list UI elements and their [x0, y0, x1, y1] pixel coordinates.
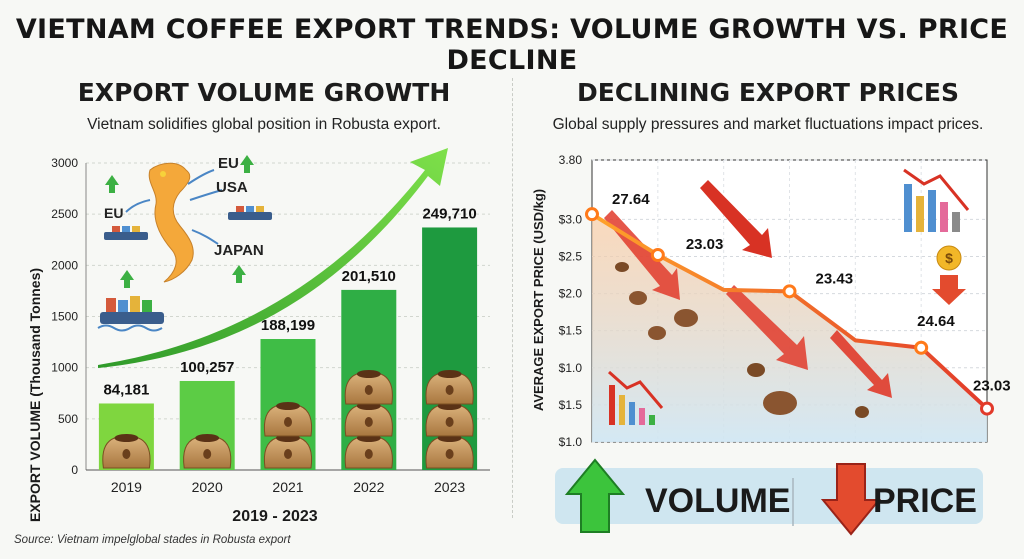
price-line-chart: AVERAGE EXPORT PRICE (USD/kg) 3.80 $3.0 $2…: [531, 153, 1011, 449]
price-y-ticks: 3.80 $3.0 $2.5 $2.0 $1.5 $1.0 $1.5 $1.0: [559, 153, 583, 449]
volume-x-tick: 2020: [192, 479, 223, 495]
volume-panel-title: EXPORT VOLUME GROWTH: [77, 78, 451, 107]
price-point-label: 23.43: [816, 270, 854, 287]
volume-y-tick: 2500: [51, 207, 78, 221]
vietnam-map-illustration: EU USA EU JAPAN: [97, 155, 272, 332]
legend-box: [555, 468, 983, 524]
volume-y-tick: 2000: [51, 258, 78, 272]
volume-x-tick: 2023: [434, 479, 465, 495]
volume-y-tick: 1500: [51, 310, 78, 324]
legend: VOLUME PRICE: [564, 458, 977, 536]
coffee-sack: [183, 434, 232, 469]
volume-y-tick: 1000: [51, 361, 78, 375]
volume-y-tick: 0: [71, 463, 78, 477]
chart-icon-bottom-left: [608, 370, 664, 425]
price-point-label: 24.64: [917, 313, 955, 330]
volume-value-label: 84,181: [103, 381, 149, 398]
price-down-arrow-icon: [820, 463, 882, 536]
price-y-axis-label: AVERAGE EXPORT PRICE (USD/kg): [531, 189, 546, 411]
map-label-usa: USA: [216, 179, 248, 196]
price-y-tick: $1.5: [559, 324, 583, 338]
price-y-tick: $2.5: [559, 249, 583, 263]
price-point-labels: 27.64 23.03 23.43 24.64 23.03: [612, 191, 1011, 394]
coffee-sack: [263, 402, 313, 437]
map-label-japan: JAPAN: [214, 242, 264, 259]
volume-value-labels: 84,181 100,257 188,199 201,510 249,710: [103, 205, 476, 398]
price-y-tick: $1.0: [559, 435, 583, 449]
legend-price-label: PRICE: [873, 482, 977, 520]
price-point: [914, 340, 929, 355]
chart-icon-top-right: [903, 168, 970, 232]
volume-up-arrow-icon: [564, 458, 626, 533]
volume-y-tick: 3000: [51, 156, 78, 170]
volume-value-label: 188,199: [261, 317, 315, 334]
volume-value-label: 100,257: [180, 359, 234, 376]
volume-value-label: 201,510: [342, 268, 396, 285]
volume-y-ticks: 0 500 1000 1500 2000 2500 3000: [51, 156, 78, 477]
coffee-sack: [102, 434, 151, 469]
coffee-sack: [344, 370, 393, 405]
coffee-beans: [615, 262, 869, 418]
coffee-sack: [425, 370, 474, 405]
volume-x-tick: 2019: [111, 479, 142, 495]
price-point-label: 23.03: [973, 378, 1011, 395]
legend-volume-label: VOLUME: [645, 482, 790, 520]
price-points: [585, 207, 994, 416]
map-label-eu-2: EU: [104, 205, 123, 221]
volume-x-tick: 2022: [353, 479, 384, 495]
svg-text:$: $: [945, 250, 953, 266]
price-y-tick: 3.80: [559, 153, 583, 167]
price-point: [980, 401, 994, 416]
price-panel-title: DECLINING EXPORT PRICES: [577, 78, 959, 107]
coffee-sacks: [102, 370, 474, 469]
price-y-tick: $1.0: [559, 361, 583, 375]
volume-x-tick: 2021: [272, 479, 303, 495]
map-label-eu-1: EU: [218, 155, 239, 172]
volume-bar-chart: EXPORT VOLUME (Thousand Tonnes) 0 500 1000…: [27, 148, 490, 525]
price-point-label: 27.64: [612, 191, 650, 208]
volume-y-axis-label: EXPORT VOLUME (Thousand Tonnes): [27, 268, 43, 522]
price-panel-subtitle: Global supply pressures and market fluct…: [552, 116, 984, 133]
coffee-sack: [425, 434, 474, 469]
source-note: Source: Vietnam impelglobal stades in Ro…: [14, 534, 291, 546]
price-point: [585, 207, 599, 222]
page-title: VIETNAM COFFEE EXPORT TRENDS: VOLUME GRO…: [15, 14, 1009, 76]
panel-divider: [512, 78, 513, 518]
price-point: [782, 284, 797, 299]
volume-panel-subtitle: Vietnam solidifies global position in Ro…: [87, 116, 441, 133]
price-y-tick: $1.5: [559, 398, 583, 412]
dollar-down-icon: $: [932, 245, 966, 305]
price-y-tick: $2.0: [559, 287, 583, 301]
volume-y-tick: 500: [58, 412, 78, 426]
volume-x-axis-label: 2019 - 2023: [232, 508, 318, 525]
price-point: [650, 247, 665, 262]
price-point-label: 23.03: [686, 236, 724, 253]
price-y-tick: $3.0: [559, 212, 583, 226]
volume-value-label: 249,710: [422, 205, 476, 222]
volume-x-ticks: 2019 2020 2021 2022 2023: [111, 479, 466, 495]
